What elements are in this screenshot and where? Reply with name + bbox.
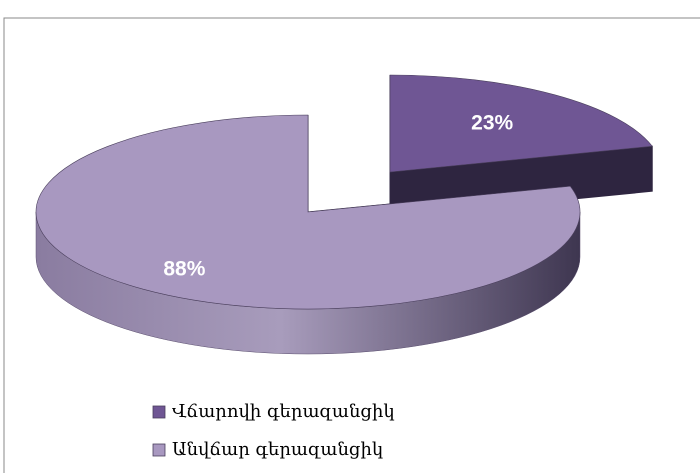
legend-label: Վճարովի գերազանցիկ: [172, 401, 395, 422]
legend-swatch: [152, 443, 166, 457]
data-label: 23%: [471, 112, 513, 135]
legend-label: Անվճար գերազանցիկ: [172, 439, 383, 460]
slice: [389, 74, 653, 173]
chart-frame: [3, 17, 700, 473]
slice: [35, 114, 581, 310]
legend: Վճարովի գերազանցիկ Անվճար գերազանցիկ: [152, 401, 395, 460]
legend-swatch: [152, 405, 166, 419]
pie: 23% 88%: [35, 74, 653, 355]
data-label: 88%: [163, 257, 205, 280]
